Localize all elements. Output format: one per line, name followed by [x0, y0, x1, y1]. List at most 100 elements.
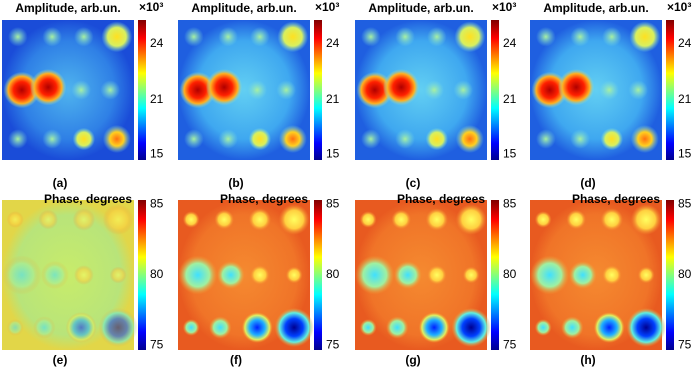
colorbar: [314, 200, 322, 350]
spot: [277, 21, 309, 53]
panel-label: (g): [405, 353, 420, 367]
colorbar-tick-label: 15: [150, 147, 164, 161]
colorbar: [138, 20, 146, 160]
colorbar-tick-label: 24: [678, 36, 692, 50]
spot: [630, 204, 662, 235]
spot: [8, 27, 28, 47]
spot: [38, 209, 58, 230]
spot: [600, 208, 624, 231]
spot: [6, 211, 24, 228]
panel-title: Amplitude, arb.un.: [543, 1, 648, 15]
spot: [427, 27, 447, 47]
spot: [391, 209, 412, 230]
spot: [74, 27, 94, 47]
spot: [216, 261, 245, 289]
colorbar: [138, 200, 146, 350]
colorbar-tick-label: 85: [150, 197, 164, 211]
spot: [355, 255, 395, 295]
panel-label: (e): [53, 353, 68, 367]
spot: [71, 80, 91, 100]
spot: [568, 261, 597, 289]
spot: [600, 127, 624, 151]
colorbar-tick-label: 21: [503, 92, 517, 106]
spot: [218, 27, 238, 47]
spot: [629, 21, 661, 53]
spot: [209, 316, 232, 339]
colorbar-tick-label: 24: [150, 36, 164, 50]
panel-label: (a): [53, 176, 68, 190]
spot: [630, 125, 659, 153]
spot: [102, 125, 131, 153]
spot: [248, 208, 272, 231]
spot: [418, 312, 450, 343]
panel-title: Phase, degrees: [44, 192, 132, 206]
spot: [570, 27, 590, 47]
spot: [561, 316, 584, 339]
spot: [2, 255, 42, 295]
spot: [455, 204, 487, 235]
spot: [359, 319, 377, 336]
colorbar-exponent: ×10³: [315, 0, 339, 14]
spot: [566, 209, 586, 230]
spot: [530, 255, 570, 295]
spot: [637, 266, 655, 284]
spot: [74, 265, 94, 285]
spot: [628, 80, 649, 100]
spot: [593, 312, 625, 343]
panel-title: Phase, degrees: [572, 192, 660, 206]
spot: [424, 80, 445, 100]
spot: [602, 27, 622, 47]
spot: [454, 21, 486, 53]
spot: [356, 71, 393, 109]
panel-label: (h): [580, 353, 595, 367]
spot: [218, 129, 238, 149]
spot: [626, 307, 666, 348]
spot: [395, 27, 415, 47]
spot: [534, 211, 552, 228]
spot: [359, 211, 377, 228]
spot: [3, 71, 40, 109]
colorbar-tick-label: 85: [503, 197, 517, 211]
colorbar: [491, 20, 499, 160]
colorbar-tick-label: 80: [503, 267, 517, 281]
colorbar-tick-label: 75: [678, 338, 692, 352]
colorbar-tick-label: 24: [326, 36, 340, 50]
colorbar-exponent: ×10³: [667, 0, 691, 14]
spot: [427, 265, 447, 285]
spot: [393, 261, 422, 289]
spot: [278, 204, 310, 235]
spot: [182, 319, 200, 336]
colorbar-tick-label: 15: [678, 147, 692, 161]
spot: [276, 80, 297, 100]
panel-label: (b): [228, 176, 243, 190]
spot: [274, 307, 314, 348]
spot: [30, 69, 67, 106]
spot: [247, 80, 267, 100]
colorbar: [491, 200, 499, 350]
spot: [42, 129, 62, 149]
spot: [361, 27, 381, 47]
spot: [42, 27, 62, 47]
colorbar-tick-label: 85: [678, 197, 692, 211]
spot: [248, 127, 272, 151]
colorbar-tick-label: 21: [326, 92, 340, 106]
colorbar-exponent: ×10³: [139, 0, 163, 14]
spot: [178, 255, 218, 295]
spot: [72, 127, 96, 151]
spot: [182, 211, 200, 228]
colorbar-tick-label: 75: [503, 338, 517, 352]
spot: [536, 129, 556, 149]
panel-title: Amplitude, arb.un.: [15, 1, 120, 15]
spot: [455, 125, 484, 153]
colorbar-tick-label: 85: [326, 197, 340, 211]
panel-title: Phase, degrees: [397, 192, 485, 206]
spot: [72, 208, 96, 231]
colorbar-tick-label: 80: [326, 267, 340, 281]
panel-label: (c): [406, 176, 421, 190]
spot: [6, 319, 24, 336]
colorbar: [314, 20, 322, 160]
colorbar-tick-label: 15: [503, 147, 517, 161]
colorbar-tick-label: 75: [150, 338, 164, 352]
spot: [278, 125, 307, 153]
spot: [558, 69, 595, 106]
